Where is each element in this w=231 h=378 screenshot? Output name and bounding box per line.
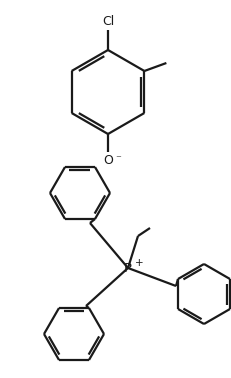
Text: ⁻: ⁻ bbox=[115, 154, 120, 164]
Text: P: P bbox=[123, 262, 131, 274]
Text: Cl: Cl bbox=[101, 15, 114, 28]
Text: O: O bbox=[103, 154, 112, 167]
Text: +: + bbox=[134, 258, 143, 268]
